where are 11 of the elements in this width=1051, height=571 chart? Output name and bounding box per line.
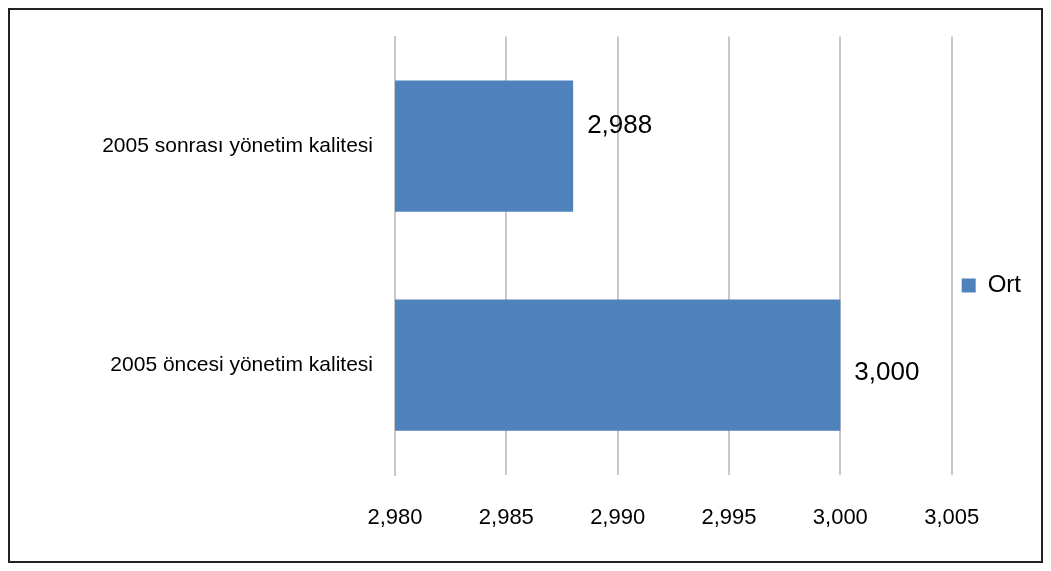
x-tick-label: 2,980 — [367, 503, 423, 529]
x-tick-label: 2,990 — [590, 503, 646, 529]
y-tick-label: 2005 sonrası yönetim kalitesi — [102, 132, 373, 156]
data-label: 2,988 — [587, 109, 653, 140]
x-tick-label: 2,985 — [478, 503, 534, 529]
x-tick-label: 2,995 — [701, 503, 757, 529]
x-tick-label: 3,005 — [924, 503, 980, 529]
data-label: 3,000 — [854, 356, 920, 387]
x-tick-label: 3,000 — [812, 503, 868, 529]
y-tick-label: 2005 öncesi yönetim kalitesi — [110, 351, 373, 375]
legend-label: Ort — [987, 270, 1022, 298]
